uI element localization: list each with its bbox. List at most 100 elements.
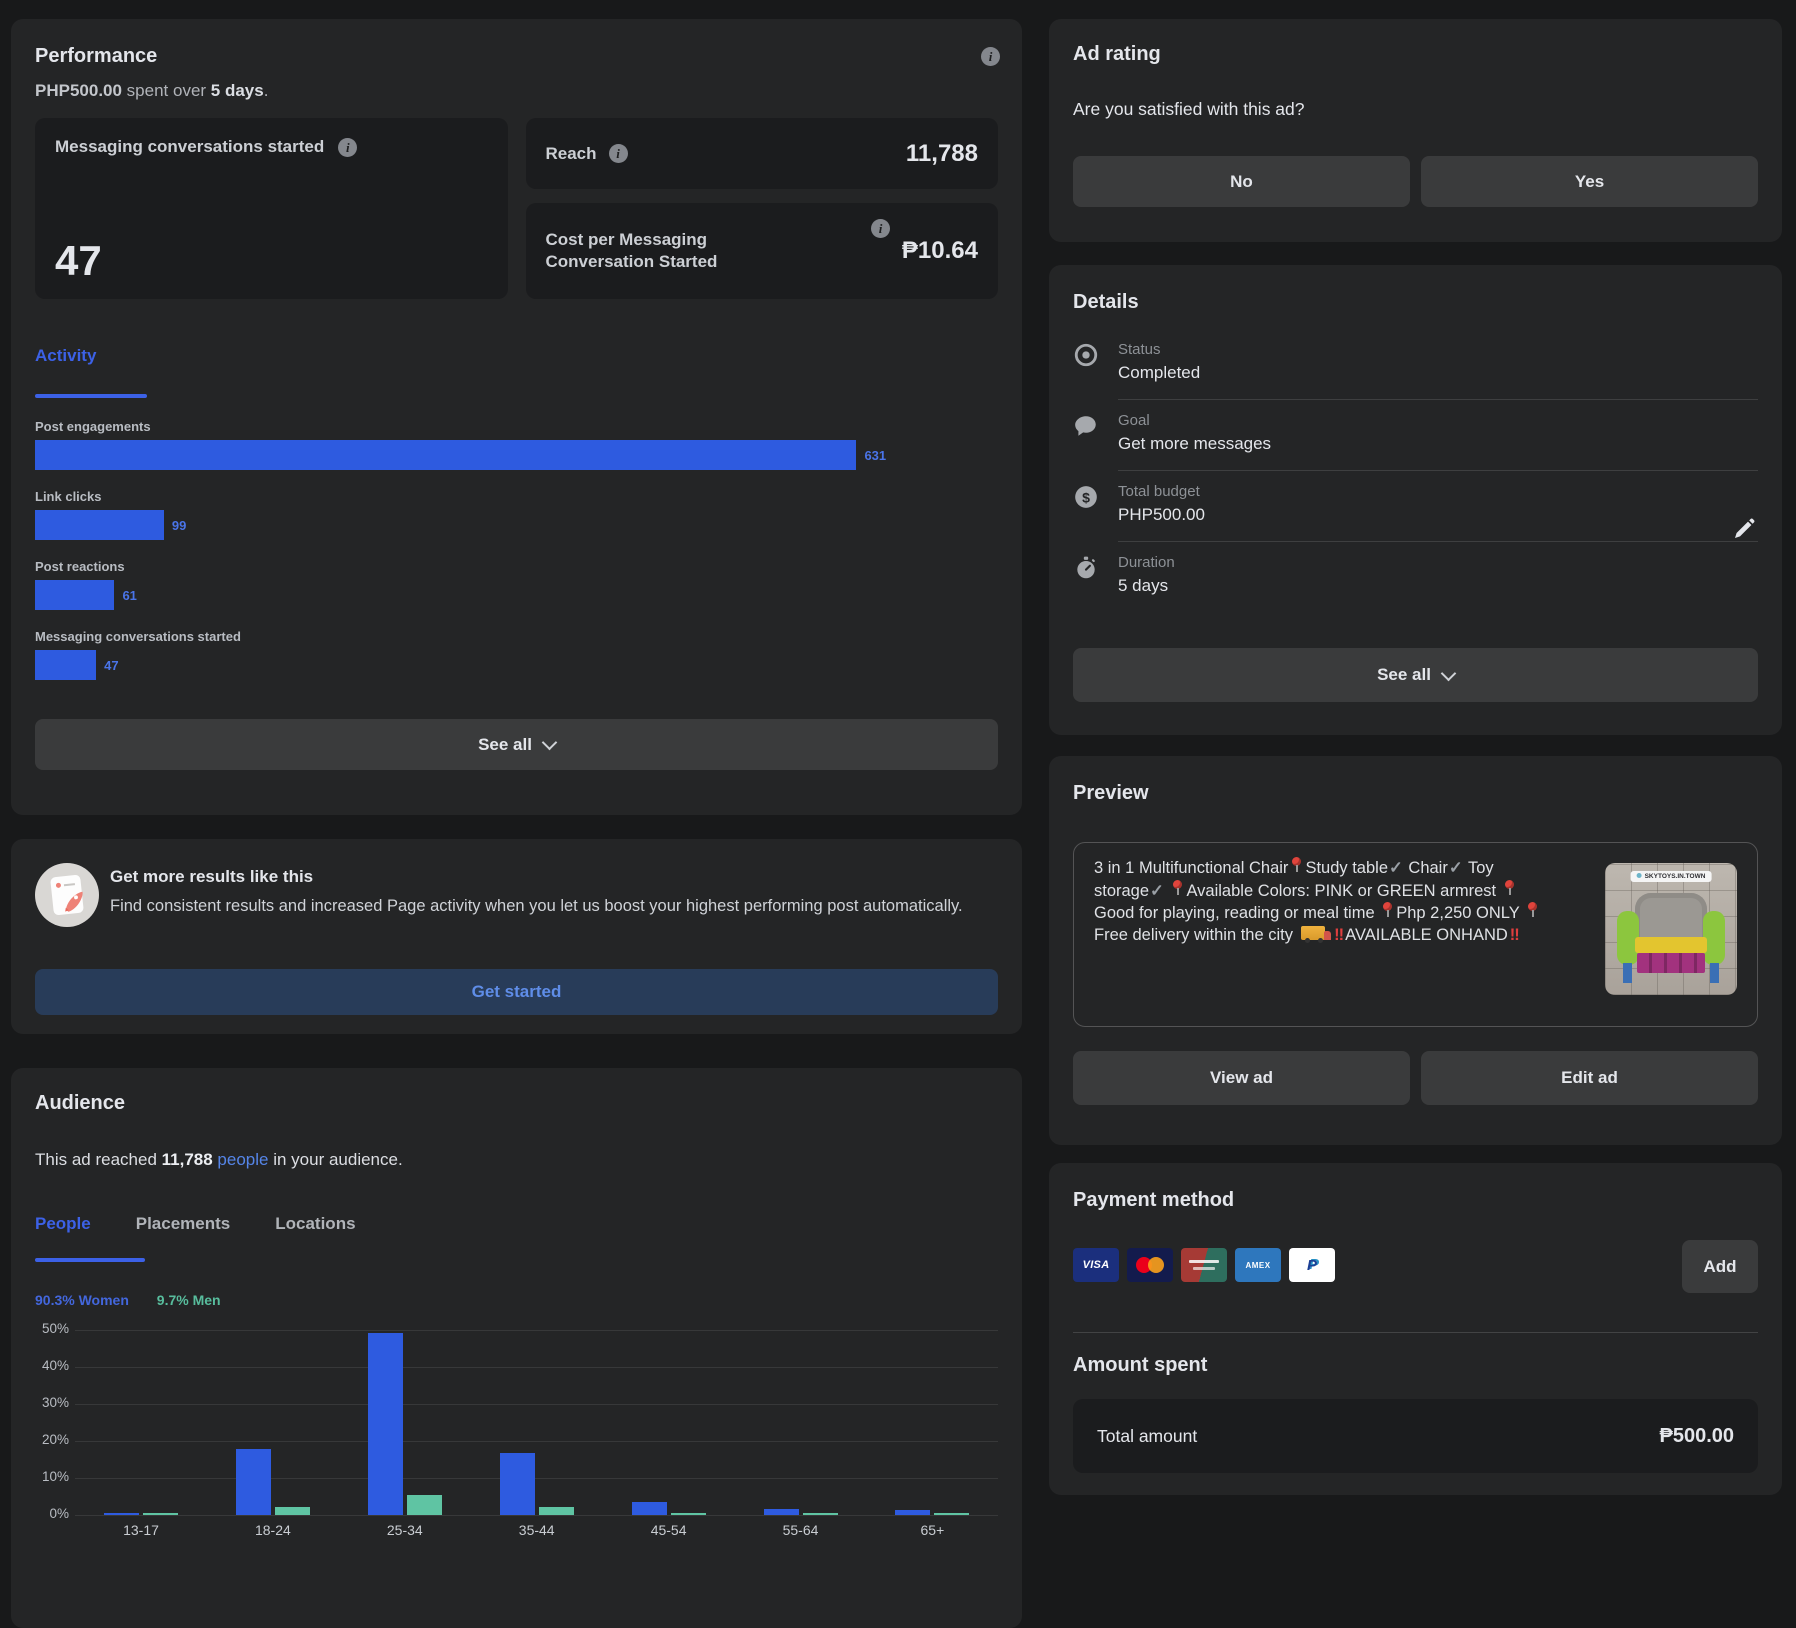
preview-text: Php 2,250 ONLY	[1396, 904, 1525, 922]
info-icon[interactable]: i	[608, 144, 628, 163]
edit-ad-button[interactable]: Edit ad	[1421, 1051, 1758, 1105]
gridline	[75, 1515, 998, 1516]
details-rows: Status Completed Goal Get more messages …	[1073, 329, 1758, 612]
payment-card: Payment method VISA AMEX P Add Amount sp…	[1049, 1163, 1782, 1495]
preview-ad-text: 3 in 1 Multifunctional Chair Study table✓…	[1094, 857, 1544, 946]
sentence-suffix: in your audience.	[273, 1150, 403, 1169]
status-icon	[1074, 343, 1098, 367]
mastercard-icon	[1127, 1248, 1173, 1282]
detail-value: PHP500.00	[1118, 505, 1205, 524]
cost-label: Cost per Messaging Conversation Started	[545, 230, 718, 271]
checkmark-emoji-icon: ✓	[1448, 859, 1463, 877]
see-all-label: See all	[1377, 665, 1431, 684]
info-icon[interactable]: i	[871, 219, 890, 238]
audience-card: Audience This ad reached 11,788 people i…	[11, 1068, 1022, 1628]
add-payment-button[interactable]: Add	[1682, 1240, 1758, 1293]
detail-label: Status	[1118, 341, 1161, 358]
activity-bar	[35, 580, 115, 610]
checkmark-emoji-icon: ✓	[1150, 881, 1164, 900]
pushpin-emoji-icon	[1291, 857, 1302, 873]
audience-bar-women	[367, 1332, 403, 1515]
activity-bars: Post engagements 631 Link clicks 99 Post rea…	[35, 419, 998, 699]
amount-spent-title: Amount spent	[1073, 1354, 1208, 1376]
chair-seat	[1635, 937, 1707, 953]
preview-text: AVAILABLE ONHAND	[1345, 925, 1508, 944]
details-see-all-button[interactable]: See all	[1073, 648, 1758, 702]
ad-rating-card: Ad rating Are you satisfied with this ad…	[1049, 19, 1782, 242]
chair-armrest	[1617, 911, 1639, 965]
x-axis-label: 25-34	[386, 1522, 423, 1538]
paypal-label: P	[1306, 1256, 1317, 1274]
performance-title: Performance	[35, 45, 158, 67]
tab-activity[interactable]: Activity	[35, 346, 97, 365]
activity-bar	[35, 440, 857, 470]
y-axis-tick: 0%	[49, 1506, 69, 1521]
activity-bar-label: Link clicks	[35, 489, 102, 504]
reach-stat-box: Reach i 11,788	[525, 118, 998, 189]
tab-activity-underline	[35, 394, 147, 398]
ad-rating-title: Ad rating	[1073, 43, 1161, 65]
detail-label: Goal	[1118, 412, 1150, 429]
pushpin-emoji-icon	[1382, 902, 1393, 918]
people-link[interactable]: people	[212, 1150, 274, 1169]
activity-bar-value: 99	[171, 517, 187, 533]
tab-people[interactable]: People	[35, 1214, 91, 1233]
messaging-value: 47	[55, 237, 102, 284]
chair-armrest	[1703, 911, 1725, 965]
audience-bar-men	[143, 1513, 178, 1515]
detail-value: Get more messages	[1118, 434, 1272, 453]
gridline	[75, 1330, 998, 1331]
audience-tabs: People Placements Locations	[35, 1214, 356, 1234]
chair-back	[1635, 893, 1707, 943]
details-title: Details	[1073, 291, 1139, 313]
ad-thumbnail-image: SKYTOYS.IN.TOWN	[1605, 863, 1737, 995]
goal-icon	[1075, 416, 1096, 436]
detail-value: Completed	[1118, 363, 1201, 382]
total-amount-label: Total amount	[1097, 1425, 1198, 1446]
chair-base	[1637, 953, 1705, 973]
audience-title: Audience	[35, 1092, 126, 1114]
truck-emoji-icon	[1300, 925, 1331, 943]
ad-rating-question: Are you satisfied with this ad?	[1073, 99, 1305, 119]
detail-label: Total budget	[1118, 483, 1200, 500]
info-icon[interactable]: i	[338, 138, 358, 157]
rating-no-button[interactable]: No	[1073, 156, 1410, 207]
view-ad-label: View ad	[1210, 1068, 1273, 1087]
audience-bar-women	[895, 1509, 931, 1515]
checkmark-emoji-icon: ✓	[1389, 859, 1403, 877]
reach-value: 11,788	[905, 139, 978, 167]
amex-label: AMEX	[1245, 1260, 1271, 1270]
audience-bar-women	[763, 1509, 799, 1515]
tab-locations[interactable]: Locations	[275, 1214, 356, 1233]
section-divider	[1073, 1332, 1758, 1333]
cost-value: ₱10.64	[901, 237, 978, 264]
detail-label: Duration	[1118, 554, 1175, 571]
audience-bar-women	[631, 1502, 667, 1515]
info-icon[interactable]: i	[981, 47, 1000, 66]
view-ad-button[interactable]: View ad	[1073, 1051, 1410, 1105]
bank-card-icon	[1181, 1248, 1227, 1282]
edit-budget-pencil-icon[interactable]	[1732, 517, 1756, 541]
detail-value: 5 days	[1118, 576, 1169, 595]
duration-icon	[1077, 556, 1095, 579]
x-axis-label: 55-64	[782, 1522, 819, 1538]
activity-see-all-button[interactable]: See all	[35, 719, 998, 770]
activity-bar-value: 61	[122, 587, 137, 603]
chair-leg	[1623, 963, 1632, 983]
preview-text: Study table	[1305, 859, 1388, 877]
preview-text: Good for playing, reading or meal time	[1094, 904, 1380, 922]
rating-yes-button[interactable]: Yes	[1421, 156, 1758, 207]
activity-bar-group: Post reactions 61	[35, 559, 998, 610]
get-started-button[interactable]: Get started	[35, 969, 998, 1015]
y-axis-tick: 50%	[41, 1321, 69, 1336]
details-card: Details Status Completed Goal Get more m…	[1049, 265, 1782, 735]
audience-sentence: This ad reached 11,788 people in your au…	[35, 1150, 403, 1170]
sentence-prefix: This ad reached	[35, 1150, 162, 1169]
tab-placements[interactable]: Placements	[135, 1214, 231, 1233]
x-axis-label: 45-54	[650, 1522, 687, 1538]
activity-bar-group: Messaging conversations started 47	[35, 629, 998, 680]
x-axis-label: 35-44	[518, 1522, 555, 1538]
visa-label: VISA	[1082, 1259, 1110, 1271]
detail-row-goal: Goal Get more messages	[1073, 400, 1758, 471]
yes-label: Yes	[1574, 171, 1605, 191]
